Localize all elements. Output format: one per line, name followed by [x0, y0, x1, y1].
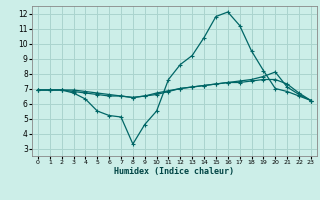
- X-axis label: Humidex (Indice chaleur): Humidex (Indice chaleur): [115, 167, 234, 176]
